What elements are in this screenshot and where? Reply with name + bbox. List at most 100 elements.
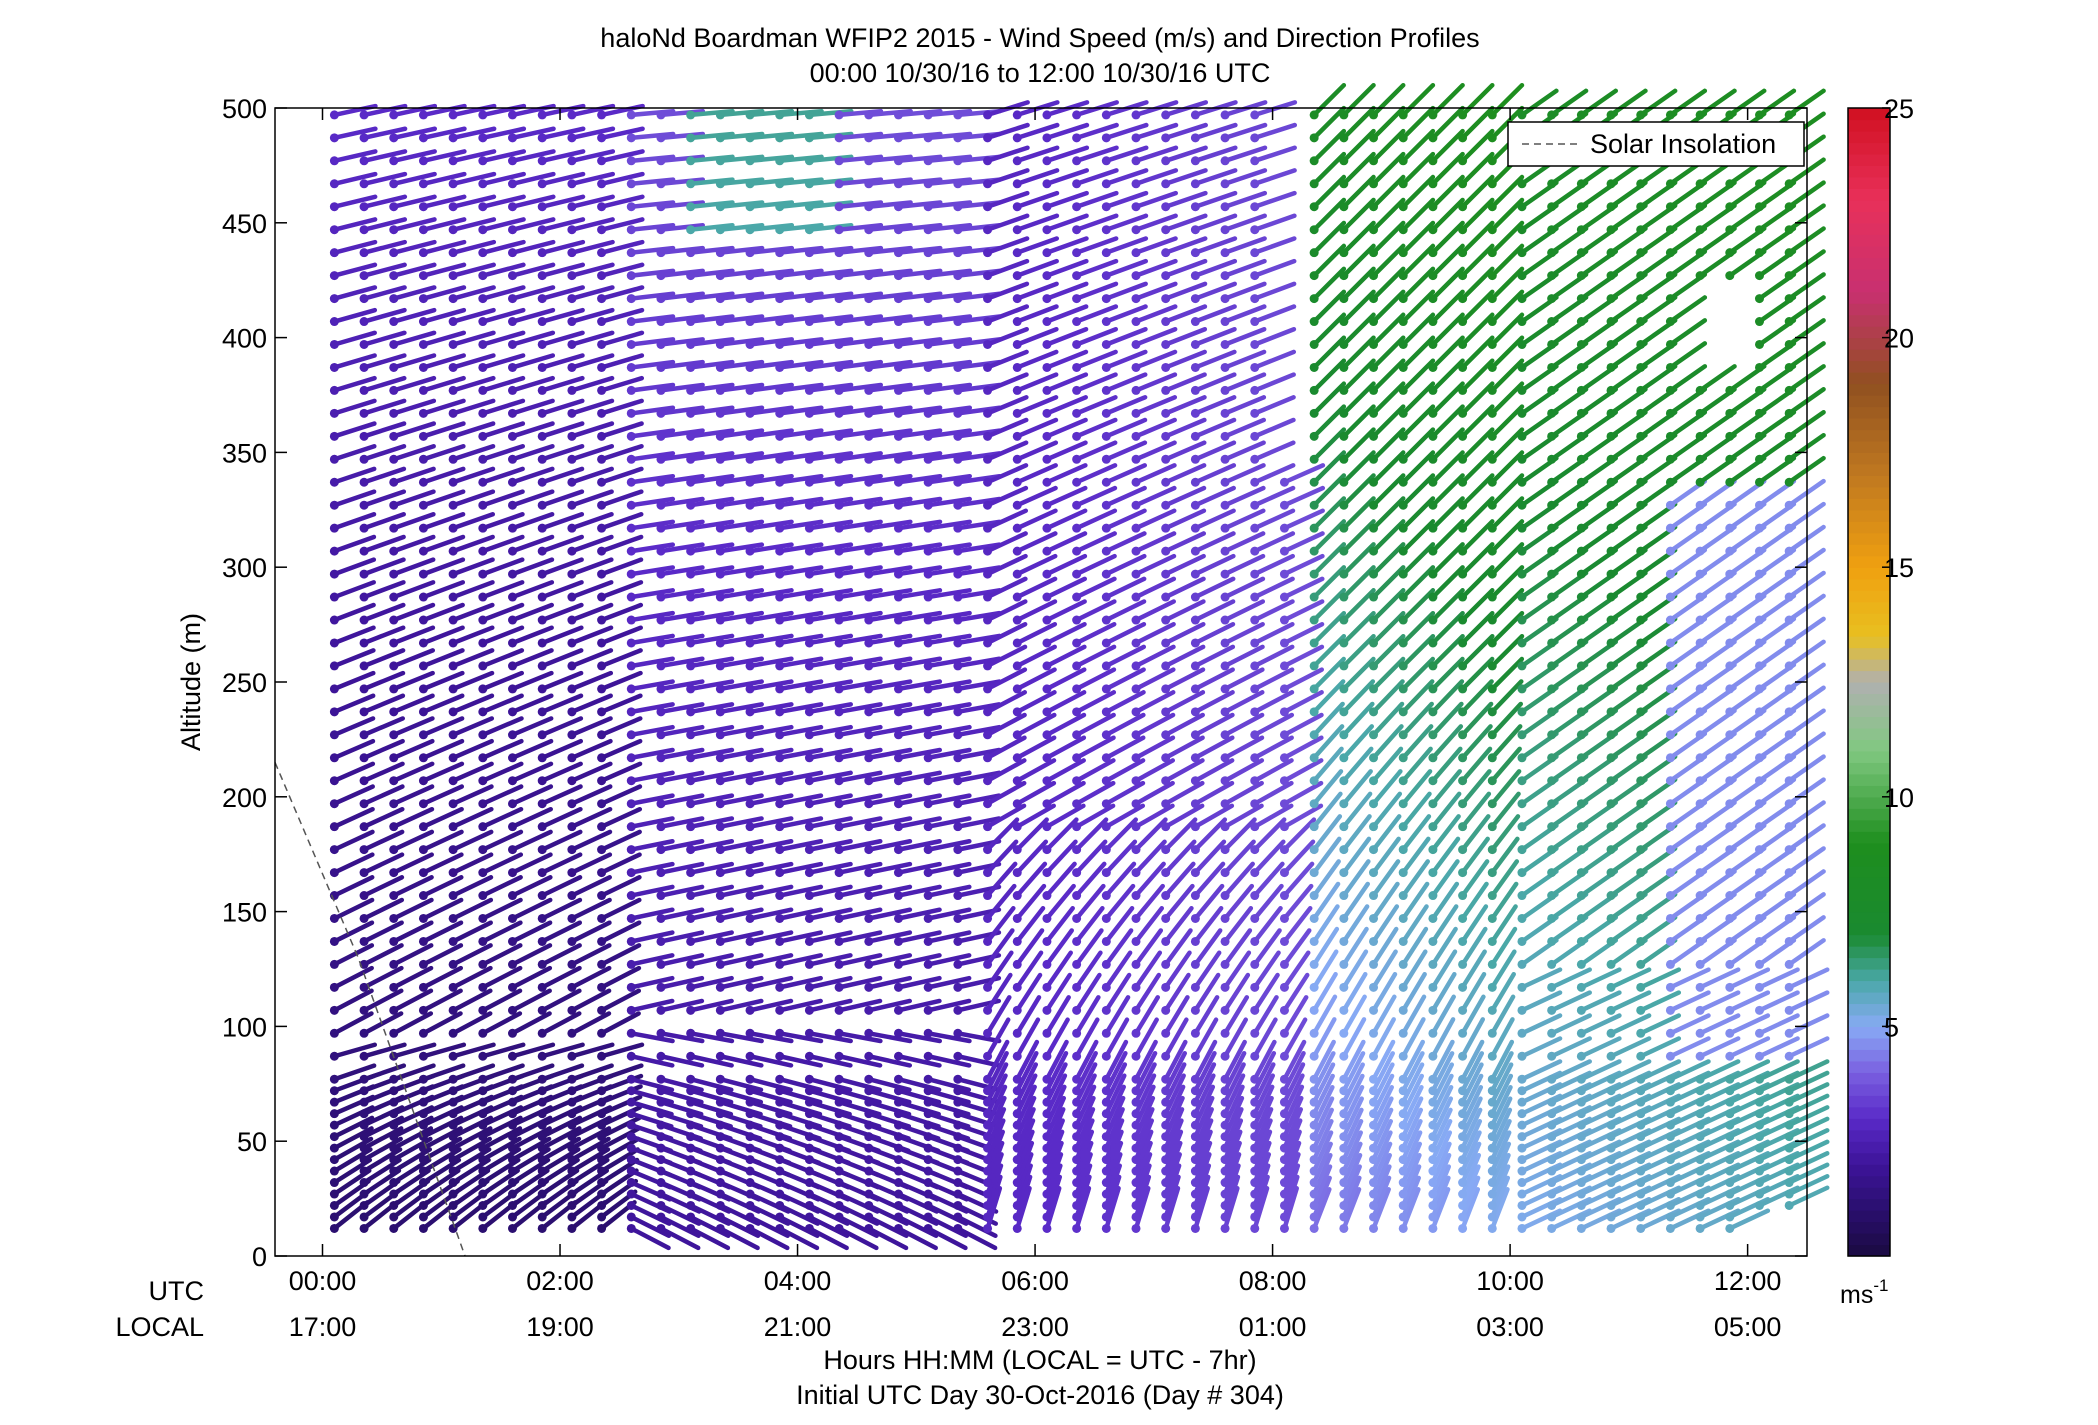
wind-barb-shaft bbox=[539, 1063, 585, 1082]
wind-barb-origin bbox=[864, 1155, 874, 1165]
wind-barb-origin bbox=[893, 1166, 903, 1176]
wind-barb-shaft bbox=[450, 489, 496, 508]
wind-barb bbox=[329, 557, 377, 579]
wind-barb-origin bbox=[329, 661, 339, 671]
wind-barb-origin bbox=[1190, 1178, 1200, 1188]
wind-barb-origin bbox=[508, 661, 518, 671]
wind-barb bbox=[508, 875, 553, 901]
wind-barb-origin bbox=[834, 753, 844, 763]
wind-barb-shaft bbox=[332, 466, 377, 485]
wind-barb bbox=[508, 784, 554, 809]
wind-barb-origin bbox=[686, 799, 696, 809]
wind-barb-origin bbox=[1042, 592, 1052, 602]
wind-barb bbox=[508, 466, 555, 487]
wind-barb-origin bbox=[656, 225, 666, 235]
wind-barb-origin bbox=[775, 936, 785, 946]
wind-barb-shaft bbox=[421, 602, 465, 623]
wind-barb bbox=[537, 466, 585, 487]
wind-barb bbox=[418, 625, 465, 648]
wind-barb-origin bbox=[1072, 1212, 1082, 1222]
wind-barb-origin bbox=[953, 1005, 963, 1015]
wind-barb-origin bbox=[1012, 776, 1022, 786]
wind-barb-origin bbox=[715, 1005, 725, 1015]
wind-barb bbox=[359, 965, 404, 992]
wind-barb bbox=[508, 1042, 556, 1061]
wind-barb-origin bbox=[508, 362, 518, 372]
wind-barb-origin bbox=[329, 1212, 339, 1222]
wind-barb-origin bbox=[715, 454, 725, 464]
wind-barb-origin bbox=[1131, 477, 1141, 487]
wind-barb-origin bbox=[834, 684, 844, 694]
wind-barb-origin bbox=[1012, 271, 1022, 281]
wind-barb-origin bbox=[1131, 592, 1141, 602]
wind-barb-origin bbox=[745, 982, 755, 992]
wind-barb bbox=[508, 1136, 552, 1165]
wind-barb-origin bbox=[537, 431, 547, 441]
wind-barb-origin bbox=[834, 891, 844, 901]
wind-barb-origin bbox=[893, 317, 903, 327]
wind-barb-shaft bbox=[421, 512, 466, 531]
wind-barb bbox=[359, 988, 404, 1015]
wind-barb-origin bbox=[1131, 1051, 1141, 1061]
wind-barb-origin bbox=[923, 868, 933, 878]
wind-barb-origin bbox=[537, 959, 547, 969]
wind-barb-origin bbox=[389, 913, 399, 923]
wind-barb-origin bbox=[508, 959, 518, 969]
wind-barb-shaft bbox=[510, 534, 555, 554]
wind-barb-shaft bbox=[332, 716, 376, 738]
wind-barb-origin bbox=[626, 202, 636, 212]
wind-barb-origin bbox=[864, 1189, 874, 1199]
wind-barb-origin bbox=[953, 615, 963, 625]
wind-barb-origin bbox=[508, 1120, 518, 1130]
wind-barb-origin bbox=[597, 1132, 607, 1142]
wind-barb bbox=[359, 1042, 407, 1061]
wind-barb-origin bbox=[953, 982, 963, 992]
wind-barb-origin bbox=[329, 431, 339, 441]
wind-barb bbox=[359, 1136, 403, 1165]
wind-barb-shaft bbox=[450, 1147, 492, 1174]
wind-barb-origin bbox=[686, 936, 696, 946]
wind-barb-origin bbox=[448, 776, 458, 786]
wind-barb-origin bbox=[953, 1200, 963, 1210]
wind-barb-origin bbox=[1101, 179, 1111, 189]
wind-barb-origin bbox=[804, 753, 814, 763]
wind-barb-origin bbox=[923, 385, 933, 395]
wind-barb-origin bbox=[389, 1074, 399, 1084]
wind-barb-shaft bbox=[391, 648, 436, 669]
wind-barb-origin bbox=[567, 822, 577, 832]
wind-barb-origin bbox=[923, 638, 933, 648]
wind-barb-shaft bbox=[450, 171, 497, 187]
wind-barb bbox=[359, 806, 405, 832]
wind-barb-origin bbox=[329, 1178, 339, 1188]
wind-barb-origin bbox=[775, 1155, 785, 1165]
wind-barb-origin bbox=[893, 982, 903, 992]
wind-barb-origin bbox=[508, 1178, 518, 1188]
wind-barb bbox=[478, 920, 523, 946]
wind-barb-shaft bbox=[539, 670, 584, 692]
wind-barb-origin bbox=[626, 156, 636, 166]
wind-barb-origin bbox=[537, 1143, 547, 1153]
wind-barb-shaft bbox=[391, 1011, 434, 1036]
wind-barb-shaft bbox=[510, 988, 552, 1013]
wind-barb-origin bbox=[626, 776, 636, 786]
wind-barb-shaft bbox=[450, 648, 495, 669]
wind-barb bbox=[448, 126, 497, 143]
wind-barb-origin bbox=[1101, 868, 1111, 878]
wind-barb bbox=[329, 829, 375, 855]
wind-barb-origin bbox=[567, 1223, 577, 1233]
wind-barb-origin bbox=[923, 546, 933, 556]
wind-barb-origin bbox=[1012, 1200, 1022, 1210]
wind-barb-shaft bbox=[361, 285, 407, 301]
wind-barb-origin bbox=[775, 569, 785, 579]
wind-barb-origin bbox=[1072, 615, 1082, 625]
wind-barb-origin bbox=[864, 271, 874, 281]
wind-barb-shaft bbox=[391, 217, 437, 232]
wind-barb-origin bbox=[715, 1223, 725, 1233]
wind-barb-origin bbox=[389, 523, 399, 533]
wind-barb bbox=[448, 670, 495, 694]
wind-barb-shaft bbox=[332, 126, 378, 141]
wind-barb-origin bbox=[686, 1223, 696, 1233]
wind-barb-origin bbox=[1012, 615, 1022, 625]
wind-barb-origin bbox=[1042, 1155, 1052, 1165]
wind-barb-origin bbox=[804, 569, 814, 579]
